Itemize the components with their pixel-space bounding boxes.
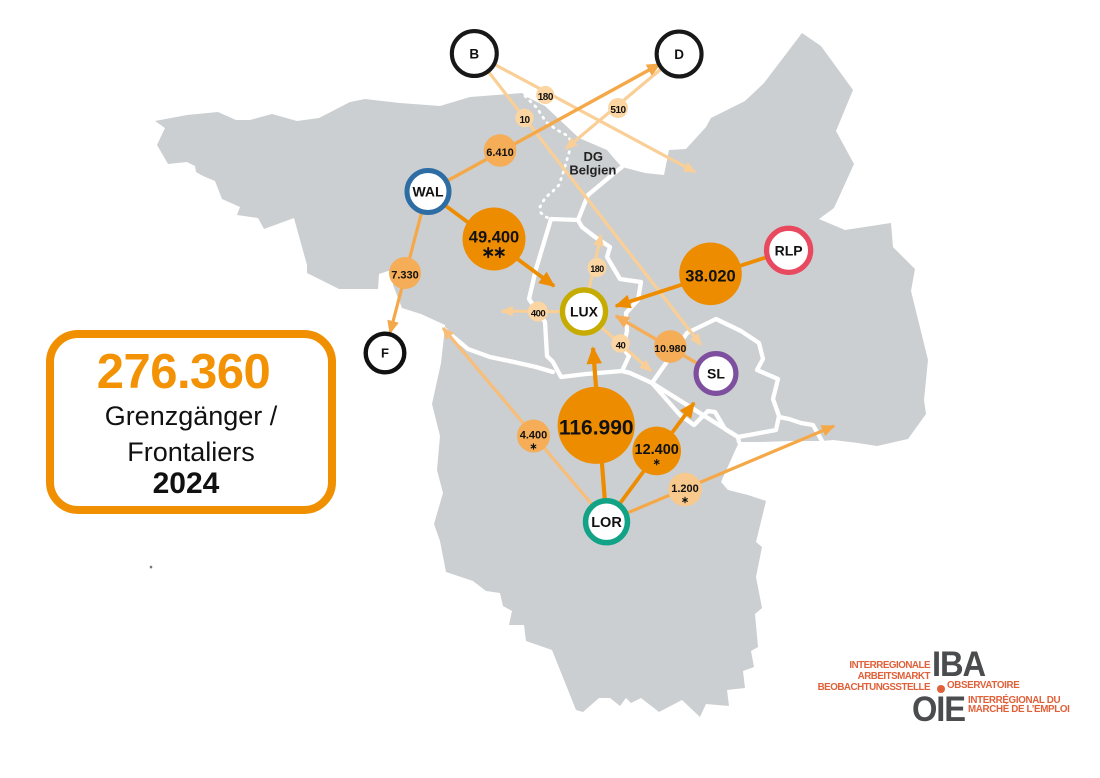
svg-text:Belgien: Belgien bbox=[569, 163, 616, 178]
svg-text:10.980: 10.980 bbox=[654, 343, 686, 355]
svg-text:180: 180 bbox=[590, 264, 604, 274]
svg-text:400: 400 bbox=[531, 308, 546, 319]
svg-text:40: 40 bbox=[616, 340, 626, 351]
svg-text:F: F bbox=[381, 346, 389, 361]
svg-text:SL: SL bbox=[707, 366, 725, 382]
svg-text:LOR: LOR bbox=[591, 515, 622, 531]
svg-text:6.410: 6.410 bbox=[486, 147, 514, 159]
svg-text:38.020: 38.020 bbox=[685, 267, 735, 285]
svg-text:D: D bbox=[674, 47, 684, 62]
svg-text:510: 510 bbox=[610, 105, 626, 116]
svg-text:116.990: 116.990 bbox=[559, 417, 634, 440]
svg-text:B: B bbox=[469, 46, 479, 61]
svg-text:1.200: 1.200 bbox=[671, 483, 699, 495]
svg-text:LUX: LUX bbox=[570, 304, 599, 320]
svg-text:4.400: 4.400 bbox=[520, 429, 548, 441]
svg-text:7.330: 7.330 bbox=[391, 269, 419, 281]
svg-text:10: 10 bbox=[519, 115, 530, 126]
svg-text:DG: DG bbox=[583, 149, 603, 164]
svg-text:49.400: 49.400 bbox=[469, 228, 519, 246]
svg-text:WAL: WAL bbox=[412, 184, 444, 200]
svg-text:180: 180 bbox=[538, 92, 554, 103]
svg-text:12.400: 12.400 bbox=[635, 442, 679, 458]
svg-text:RLP: RLP bbox=[775, 242, 803, 258]
